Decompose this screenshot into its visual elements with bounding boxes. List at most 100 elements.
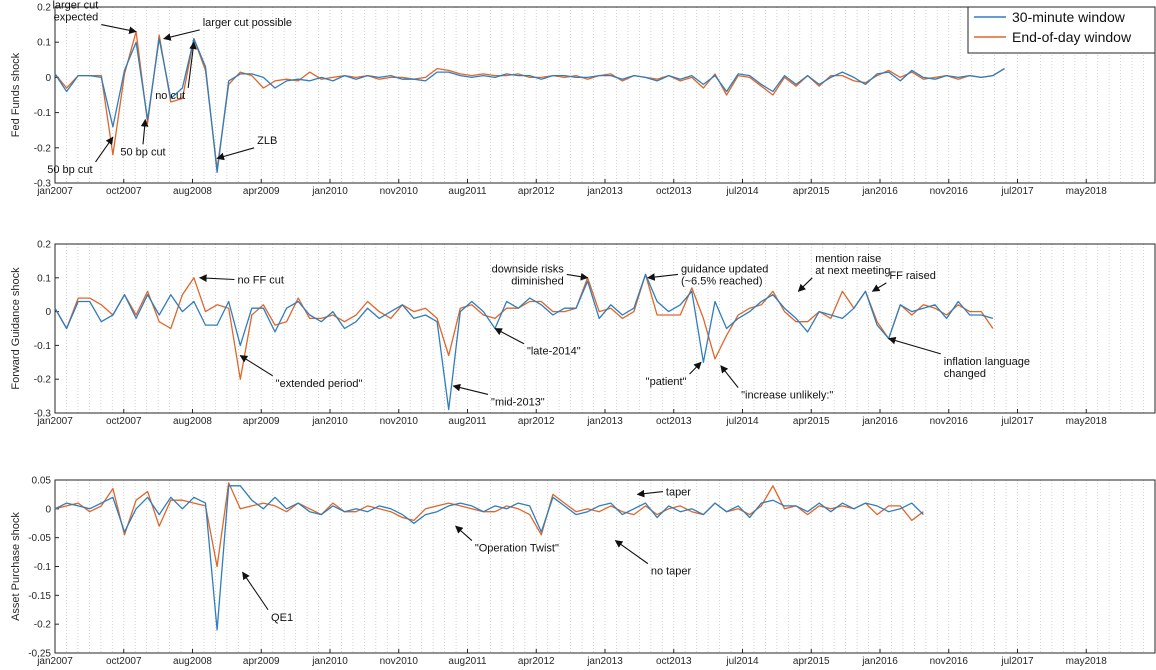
annotation-label: "Operation Twist": [475, 543, 559, 555]
annotation-arrow: [720, 365, 739, 388]
x-tick-label: oct2007: [106, 416, 142, 427]
x-tick-label: jan2007: [36, 186, 73, 197]
x-tick-label: apr2012: [518, 656, 555, 667]
x-tick-label: apr2015: [793, 656, 830, 667]
series-line-30-minute: [54, 485, 924, 631]
annotation-label: downside risks: [492, 263, 565, 275]
x-tick-label: jul2014: [725, 656, 759, 667]
annotation-arrow: [689, 361, 702, 375]
y-tick-label: -0.2: [34, 143, 52, 154]
y-tick-label: -0.15: [28, 591, 51, 602]
legend: 30-minute window End-of-day window: [967, 6, 1156, 54]
annotation-arrow: [198, 274, 235, 282]
annotation-label: no taper: [651, 566, 692, 578]
annotation-arrow: [636, 489, 663, 498]
annotation-arrow: [647, 273, 679, 281]
x-tick-label: aug2008: [173, 416, 212, 427]
annotation-arrow: [452, 383, 489, 395]
y-tick-label: 0: [45, 73, 51, 84]
annotation-arrow: [797, 277, 813, 292]
x-tick-label: nov2016: [930, 416, 969, 427]
x-tick-label: apr2012: [518, 186, 555, 197]
x-tick-label: may2018: [1066, 416, 1108, 427]
annotation-arrow: [887, 336, 941, 355]
y-axis-label: Fed Funds shock: [10, 52, 22, 137]
annotation-label: "increase unlikely:": [741, 390, 833, 402]
y-tick-label: -0.05: [28, 533, 51, 544]
annotation-label: ZLB: [257, 135, 277, 147]
x-tick-label: oct2007: [106, 656, 142, 667]
y-tick-label: 0.2: [37, 240, 51, 251]
x-tick-label: jul2017: [1000, 656, 1034, 667]
y-tick-label: -0.3: [34, 409, 52, 420]
y-tick-label: 0.1: [37, 38, 51, 49]
y-axis-label: Asset Purchase shock: [10, 512, 22, 621]
x-tick-label: aug2011: [448, 416, 487, 427]
x-tick-label: jan2010: [311, 416, 348, 427]
x-tick-label: nov2016: [930, 186, 969, 197]
y-tick-label: 0.1: [37, 273, 51, 284]
annotation-arrow: [494, 328, 525, 345]
x-tick-label: jul2017: [1000, 186, 1034, 197]
annotation-arrow: [242, 571, 269, 611]
series-line-30-minute: [54, 38, 1005, 174]
series-line-end-of-day: [54, 30, 1005, 170]
x-tick-label: oct2007: [106, 186, 142, 197]
x-tick-label: nov2010: [380, 416, 419, 427]
annotation-label: diminished: [511, 275, 564, 287]
x-tick-label: jan2016: [861, 416, 898, 427]
annotation-label: "late-2014": [527, 346, 581, 358]
legend-entry: 30-minute window: [1012, 9, 1126, 25]
x-tick-label: jan2016: [861, 656, 898, 667]
x-tick-label: jan2010: [311, 186, 348, 197]
x-tick-label: may2018: [1066, 656, 1108, 667]
annotation-arrow: [455, 525, 473, 541]
x-tick-label: apr2015: [793, 186, 830, 197]
series-line-end-of-day: [54, 482, 924, 568]
x-tick-label: jan2013: [586, 186, 623, 197]
y-tick-label: 0: [45, 307, 51, 318]
x-tick-label: jan2013: [586, 416, 623, 427]
y-tick-label: -0.3: [34, 179, 52, 190]
annotation-label: mention raise: [815, 253, 881, 265]
x-tick-label: nov2010: [380, 656, 419, 667]
legend-entry: End-of-day window: [1012, 29, 1132, 45]
x-tick-label: aug2008: [173, 656, 212, 667]
y-tick-label: -0.1: [34, 341, 52, 352]
x-tick-label: jan2013: [586, 656, 623, 667]
x-tick-label: apr2009: [243, 186, 280, 197]
legend-box: [967, 6, 1156, 54]
annotation-label: changed: [944, 368, 986, 380]
y-tick-label: 0: [45, 504, 51, 515]
annotation-label: "extended period": [276, 378, 363, 390]
y-tick-label: -0.25: [28, 649, 51, 660]
annotation-label: inflation language: [944, 356, 1030, 368]
annotation-label: FF raised: [889, 270, 935, 282]
annotation-arrow: [239, 355, 273, 377]
annotation-label: "patient": [646, 376, 687, 388]
annotation-label: no FF cut: [237, 274, 283, 286]
annotation-label: guidance updated: [681, 263, 768, 275]
annotation-label: larger cut: [52, 0, 98, 12]
annotation-arrow: [95, 136, 114, 163]
x-tick-label: nov2016: [930, 656, 969, 667]
x-tick-label: oct2013: [656, 186, 692, 197]
annotation-arrow: [140, 118, 149, 145]
y-tick-label: 0.05: [32, 476, 52, 487]
y-tick-label: -0.1: [34, 562, 52, 573]
series-line-end-of-day: [54, 273, 994, 380]
x-tick-label: jan2007: [36, 656, 73, 667]
x-tick-label: jul2014: [725, 186, 759, 197]
x-tick-label: apr2009: [243, 416, 280, 427]
y-tick-label: 0.2: [37, 3, 51, 14]
annotation-arrow: [871, 282, 887, 292]
annotation-arrow: [163, 29, 200, 41]
x-tick-label: aug2011: [448, 656, 487, 667]
annotation-label: no cut: [155, 90, 185, 102]
annotation-label: 50 bp cut: [120, 146, 165, 158]
annotation-label: taper: [666, 487, 691, 499]
annotation-arrow: [216, 147, 255, 161]
